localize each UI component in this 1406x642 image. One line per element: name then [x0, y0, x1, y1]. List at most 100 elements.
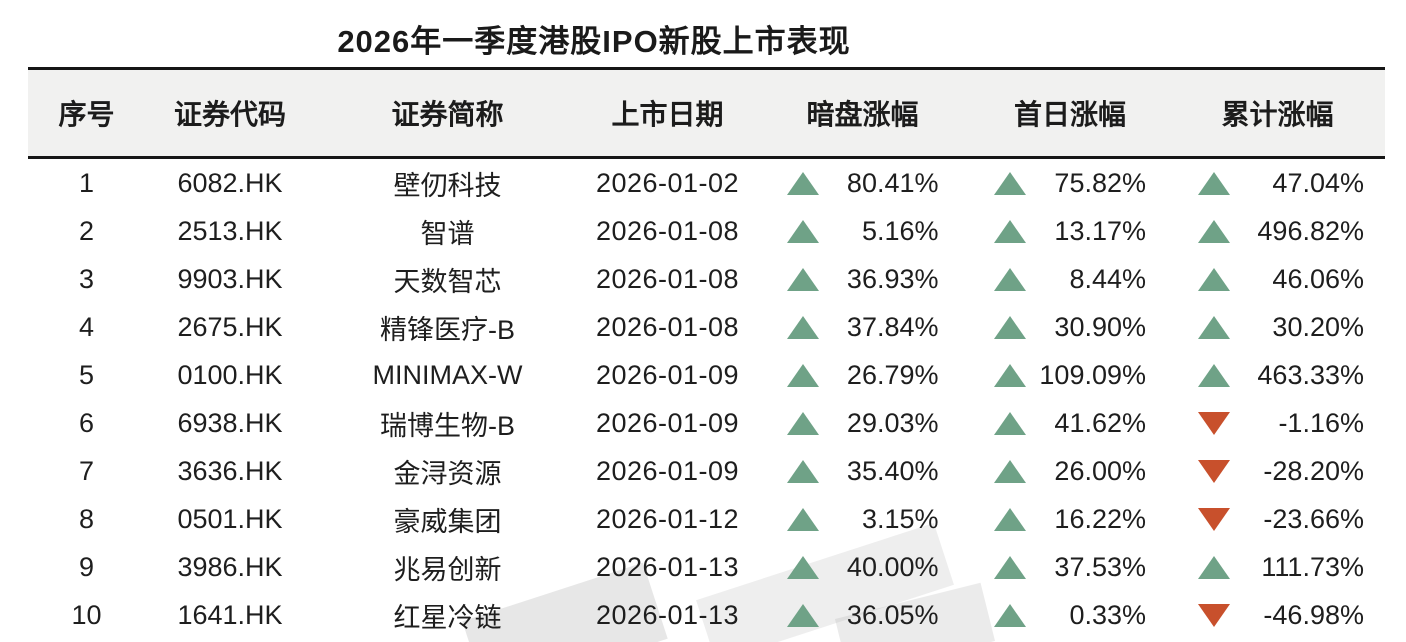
cell-dark-change: 36.05% — [755, 600, 970, 631]
cell-seq: 4 — [78, 311, 95, 342]
change-value: 40.00% — [846, 551, 939, 582]
up-triangle-icon — [994, 315, 1026, 339]
cell-name: 豪威集团 — [393, 506, 502, 537]
table-row: 6 6938.HK 瑞博生物-B 2026-01-09 29.03% 41.62… — [28, 399, 1385, 447]
table-header-row: 序号 证券代码 证券简称 上市日期 暗盘涨幅 首日涨幅 累计涨幅 — [28, 67, 1385, 159]
cell-seq: 8 — [78, 503, 95, 534]
cell-cumulative-change: 47.04% — [1170, 168, 1385, 199]
up-triangle-icon — [994, 555, 1026, 579]
change-value: 37.53% — [1054, 551, 1146, 582]
change-value: 30.90% — [1054, 311, 1146, 342]
change-value: 46.06% — [1272, 263, 1364, 294]
change-value: 16.22% — [1054, 503, 1146, 534]
cell-date: 2026-01-09 — [595, 359, 740, 390]
down-triangle-icon — [1198, 411, 1230, 435]
cell-name: 壁仞科技 — [393, 170, 502, 201]
cell-date: 2026-01-08 — [595, 263, 740, 294]
up-triangle-icon — [1198, 555, 1230, 579]
table-row: 5 0100.HK MINIMAX-W 2026-01-09 26.79% 10… — [28, 351, 1385, 399]
cell-code: 1641.HK — [177, 599, 283, 630]
header-cell-cumulative: 累计涨幅 — [1221, 99, 1334, 130]
header-cell-name: 证券简称 — [391, 99, 504, 130]
change-value: 26.79% — [846, 359, 939, 390]
table-row: 2 2513.HK 智谱 2026-01-08 5.16% 13.17% 496… — [28, 207, 1385, 255]
up-triangle-icon — [994, 363, 1026, 387]
cell-seq: 6 — [78, 407, 95, 438]
up-triangle-icon — [786, 315, 819, 339]
cell-firstday-change: 16.22% — [970, 504, 1170, 535]
cell-cumulative-change: -28.20% — [1170, 456, 1385, 487]
ipo-table: 序号 证券代码 证券简称 上市日期 暗盘涨幅 首日涨幅 累计涨幅 1 6082.… — [28, 67, 1385, 639]
cell-name: 金浔资源 — [393, 458, 502, 489]
up-triangle-icon — [994, 603, 1026, 627]
cell-firstday-change: 26.00% — [970, 456, 1170, 487]
cell-name: 智谱 — [420, 218, 475, 249]
up-triangle-icon — [1198, 219, 1230, 243]
cell-seq: 9 — [78, 551, 95, 582]
up-triangle-icon — [1198, 315, 1230, 339]
up-triangle-icon — [786, 507, 819, 531]
change-value: 26.00% — [1054, 455, 1146, 486]
table-row: 7 3636.HK 金浔资源 2026-01-09 35.40% 26.00% … — [28, 447, 1385, 495]
change-value: -46.98% — [1263, 599, 1364, 630]
cell-dark-change: 3.15% — [755, 504, 970, 535]
cell-code: 0100.HK — [177, 359, 283, 390]
cell-dark-change: 29.03% — [755, 408, 970, 439]
up-triangle-icon — [786, 459, 819, 483]
cell-firstday-change: 37.53% — [970, 552, 1170, 583]
change-value: 80.41% — [846, 167, 939, 198]
cell-name: 天数智芯 — [393, 266, 502, 297]
up-triangle-icon — [994, 411, 1026, 435]
cell-firstday-change: 41.62% — [970, 408, 1170, 439]
cell-seq: 2 — [78, 215, 95, 246]
down-triangle-icon — [1198, 459, 1230, 483]
header-cell-firstday: 首日涨幅 — [1013, 99, 1126, 130]
cell-code: 3636.HK — [177, 455, 283, 486]
cell-firstday-change: 8.44% — [970, 264, 1170, 295]
cell-seq: 3 — [78, 263, 95, 294]
cell-seq: 10 — [71, 599, 102, 630]
cell-seq: 7 — [78, 455, 95, 486]
cell-cumulative-change: 496.82% — [1170, 216, 1385, 247]
cell-date: 2026-01-09 — [595, 407, 740, 438]
up-triangle-icon — [786, 267, 819, 291]
up-triangle-icon — [786, 411, 819, 435]
up-triangle-icon — [1198, 267, 1230, 291]
change-value: -23.66% — [1263, 503, 1364, 534]
change-value: 13.17% — [1054, 215, 1146, 246]
cell-dark-change: 37.84% — [755, 312, 970, 343]
change-value: 496.82% — [1257, 215, 1364, 246]
cell-dark-change: 40.00% — [755, 552, 970, 583]
change-value: 41.62% — [1054, 407, 1146, 438]
up-triangle-icon — [786, 219, 819, 243]
change-value: 36.05% — [846, 599, 939, 630]
up-triangle-icon — [994, 459, 1026, 483]
cell-cumulative-change: -23.66% — [1170, 504, 1385, 535]
up-triangle-icon — [786, 603, 819, 627]
table-row: 10 1641.HK 红星冷链 2026-01-13 36.05% 0.33% … — [28, 591, 1385, 639]
cell-firstday-change: 13.17% — [970, 216, 1170, 247]
table-row: 3 9903.HK 天数智芯 2026-01-08 36.93% 8.44% 4… — [28, 255, 1385, 303]
cell-date: 2026-01-12 — [595, 503, 740, 534]
change-value: 47.04% — [1272, 167, 1364, 198]
cell-code: 0501.HK — [177, 503, 283, 534]
change-value: 8.44% — [1069, 263, 1146, 294]
cell-date: 2026-01-09 — [595, 455, 740, 486]
cell-code: 6082.HK — [177, 167, 283, 198]
up-triangle-icon — [994, 171, 1026, 195]
up-triangle-icon — [994, 219, 1026, 243]
cell-date: 2026-01-13 — [595, 551, 740, 582]
table-row: 9 3986.HK 兆易创新 2026-01-13 40.00% 37.53% … — [28, 543, 1385, 591]
change-value: 463.33% — [1257, 359, 1364, 390]
cell-seq: 1 — [78, 167, 95, 198]
change-value: 35.40% — [846, 455, 939, 486]
cell-cumulative-change: 30.20% — [1170, 312, 1385, 343]
down-triangle-icon — [1198, 603, 1230, 627]
table-row: 1 6082.HK 壁仞科技 2026-01-02 80.41% 75.82% … — [28, 159, 1385, 207]
change-value: -28.20% — [1263, 455, 1364, 486]
cell-dark-change: 26.79% — [755, 360, 970, 391]
change-value: 111.73% — [1261, 551, 1364, 582]
cell-cumulative-change: 46.06% — [1170, 264, 1385, 295]
up-triangle-icon — [786, 555, 819, 579]
